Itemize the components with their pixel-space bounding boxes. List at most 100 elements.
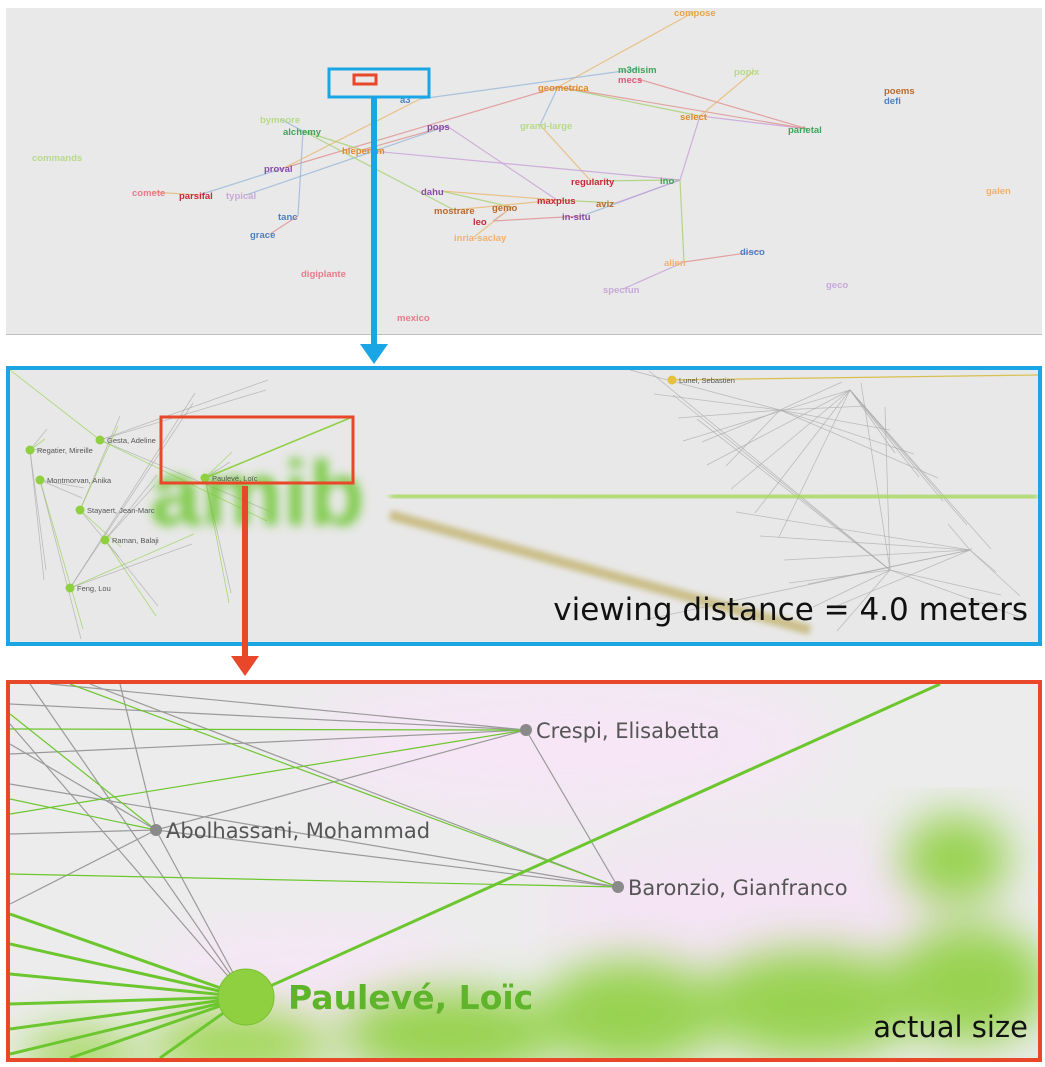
overview-node-label[interactable]: defi [884, 96, 901, 107]
overview-node-label[interactable]: alien [664, 258, 686, 269]
overview-node-label[interactable]: select [680, 112, 708, 123]
overview-edge [637, 78, 809, 130]
detail-edge [10, 713, 157, 831]
mid-node-dot[interactable] [25, 445, 35, 455]
overview-node-label[interactable]: inria-saclay [454, 233, 507, 244]
mid-edge [969, 549, 1021, 597]
overview-edge [419, 68, 639, 100]
detail-node-label: Paulevé, Loïc [288, 978, 533, 1017]
detail-edge [10, 873, 619, 888]
mid-edge [836, 569, 891, 632]
overview-node-label[interactable]: poems [884, 86, 915, 97]
overview-edge [283, 86, 559, 169]
overview-node-label[interactable]: specfun [603, 285, 640, 296]
overview-node-label[interactable]: geometrica [538, 83, 589, 94]
overview-node-label[interactable]: compose [674, 8, 716, 19]
overview-edge [557, 86, 809, 130]
mid-edge [779, 409, 891, 431]
overview-node-label[interactable]: mostrare [434, 206, 475, 217]
overview-node-label[interactable]: gemo [492, 203, 518, 214]
overview-node-label[interactable]: proval [264, 164, 293, 175]
overview-edge [245, 125, 448, 196]
detail-edge [69, 995, 247, 1058]
overview-node-label[interactable]: m3disim [618, 65, 657, 76]
overview-node-label[interactable]: bymoore [260, 115, 300, 126]
mid-zoom-panel[interactable]: amib Gesta, Adeline Regatier, Mireille Mon… [6, 366, 1042, 646]
mid-node-label: Raman, Balaji [112, 536, 159, 545]
overview-node-label[interactable]: tanc [278, 212, 298, 223]
overview-edge [615, 179, 681, 204]
mid-edge [969, 547, 973, 551]
overview-node-label[interactable]: comete [132, 188, 165, 199]
overview-node-label[interactable]: geco [826, 280, 848, 291]
overview-node-label[interactable]: popix [734, 67, 760, 78]
detail-panel[interactable]: Crespi, Elisabetta Abolhassani, Mohammad B… [6, 680, 1042, 1062]
detail-edge [155, 829, 619, 888]
overview-node-label[interactable]: grace [250, 230, 275, 241]
overview-node-label[interactable]: leo [473, 217, 487, 228]
detail-graph: Crespi, Elisabetta Abolhassani, Mohammad B… [10, 684, 1038, 1058]
mid-node-dot[interactable] [667, 375, 677, 385]
mid-node-dot[interactable] [35, 475, 45, 485]
overview-node-label[interactable]: grand-large [520, 121, 572, 132]
overview-node-label[interactable]: maxplus [537, 196, 576, 207]
detail-node-label: Baronzio, Gianfranco [628, 876, 848, 900]
detail-edge [10, 743, 157, 831]
overview-node-label[interactable]: dahu [421, 187, 444, 198]
overview-node-label[interactable]: parietal [788, 125, 822, 136]
mid-edge [104, 539, 157, 617]
overview-node-label[interactable]: mexico [397, 313, 430, 324]
overview-node-label[interactable]: galen [986, 186, 1011, 197]
mid-edge [706, 389, 851, 466]
mid-edge [99, 379, 269, 441]
overview-edge [699, 70, 755, 117]
overview-node-label[interactable]: commands [32, 153, 82, 164]
blue-arrowhead [360, 344, 388, 364]
overview-node-label[interactable]: ino [660, 176, 674, 187]
mid-detail-marker [159, 415, 355, 485]
overview-node-label[interactable]: mecs [618, 75, 642, 86]
overview-node-label[interactable]: digiplante [301, 269, 346, 280]
overview-edge [440, 190, 558, 201]
overview-node-label[interactable]: typical [226, 191, 256, 202]
mid-node-label: Lunel, Sebastien [679, 376, 735, 385]
detail-node-dot[interactable] [612, 881, 624, 893]
mid-edge [204, 477, 232, 594]
detail-green-heatmap [20, 814, 1038, 1058]
mid-node-dot[interactable] [75, 505, 85, 515]
detail-node-dot[interactable] [520, 724, 532, 736]
overview-node-label[interactable]: alchemy [283, 127, 322, 138]
detail-edge [10, 829, 157, 905]
overview-panel[interactable]: compose m3disim mecs popix poems defi geometri… [6, 8, 1042, 335]
detail-caption: actual size [873, 1010, 1028, 1044]
mid-node-dot[interactable] [65, 583, 75, 593]
mid-edge [831, 549, 971, 609]
detail-node-dot[interactable] [150, 824, 162, 836]
overview-node-label[interactable]: pops [427, 122, 450, 133]
mid-node-dot[interactable] [100, 535, 110, 545]
detail-node-dot[interactable] [217, 968, 275, 1026]
mid-edge [69, 543, 193, 589]
mid-edge [79, 509, 120, 558]
overview-edge [557, 11, 695, 88]
mid-thick-green-edge [389, 489, 1038, 504]
mid-node-label: Gesta, Adeline [107, 436, 156, 445]
mid-edge [204, 451, 233, 479]
mid-edge [69, 392, 196, 589]
overview-node-label[interactable]: aviz [596, 199, 614, 210]
mid-edge [849, 389, 920, 478]
mid-edge [648, 370, 891, 571]
overview-node-label[interactable]: regularity [571, 177, 615, 188]
mid-node-dot[interactable] [200, 473, 210, 483]
overview-edge [590, 179, 681, 182]
overview-node-label[interactable]: parsifal [179, 191, 213, 202]
overview-node-label[interactable]: in-situ [562, 212, 591, 223]
overview-edge [557, 86, 701, 117]
mid-edge [104, 474, 158, 541]
overview-node-label[interactable]: a3 [400, 95, 411, 106]
overview-node-label[interactable]: hiepertim [342, 146, 385, 157]
overview-node-label[interactable]: disco [740, 247, 765, 258]
mid-edges [10, 370, 1038, 640]
mid-node-dot[interactable] [95, 435, 105, 445]
